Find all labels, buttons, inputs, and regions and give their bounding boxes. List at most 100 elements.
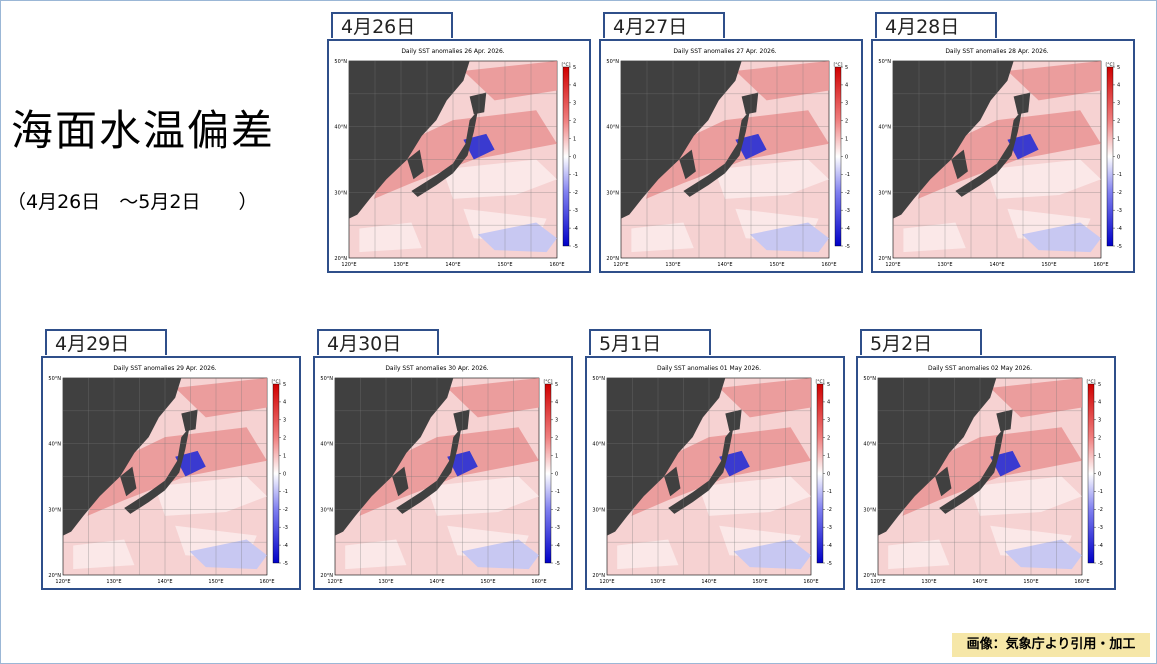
colorbar-tick-label: 5 [1098, 382, 1101, 388]
lat-label: 40°N [878, 125, 891, 131]
colorbar-tick-label: -3 [1117, 208, 1122, 214]
colorbar-tick-label: 0 [573, 154, 576, 160]
hot-patch [719, 378, 811, 418]
land [1013, 92, 1031, 115]
lon-label: 140°E [989, 262, 1004, 268]
map-title: Daily SST anomalies 02 May 2026. [928, 365, 1032, 372]
lon-label: 130°E [921, 579, 936, 585]
colorbar-tick-label: -3 [845, 208, 850, 214]
lon-label: 160°E [259, 579, 274, 585]
cold-patch [189, 539, 267, 570]
colorbar [1106, 66, 1114, 247]
land [607, 378, 726, 536]
colorbar-tick-label: 2 [1098, 436, 1101, 442]
colorbar-tick-label: 0 [827, 471, 830, 477]
map-title: Daily SST anomalies 01 May 2026. [657, 365, 761, 372]
credit: 画像：気象庁より引用・加工 [952, 633, 1150, 657]
map-panel: Daily SST anomalies 02 May 2026. 50°N 40°N… [856, 356, 1116, 590]
colorbar-tick-label: 1 [845, 136, 848, 142]
lat-label: 50°N [320, 376, 333, 382]
land [939, 427, 1005, 514]
colorbar-tick-label: -2 [827, 507, 832, 513]
land [453, 409, 470, 432]
land [392, 466, 409, 497]
lon-label: 120°E [870, 579, 885, 585]
map-title: Daily SST anomalies 27 Apr. 2026. [673, 48, 776, 55]
map-title: Daily SST anomalies 28 Apr. 2026. [945, 48, 1048, 55]
lat-label: 50°N [592, 376, 605, 382]
hot-patch [990, 378, 1082, 418]
map-panel: Daily SST anomalies 01 May 2026. 50°N 40°N… [585, 356, 845, 590]
hot-patch [463, 61, 557, 101]
colorbar-tick-label: -5 [573, 244, 578, 250]
lon-label: 150°E [497, 262, 512, 268]
colorbar-tick-label: -3 [573, 208, 578, 214]
lat-label: 40°N [606, 125, 619, 131]
colorbar [272, 383, 280, 564]
land [124, 427, 190, 514]
colorbar-tick-label: 3 [573, 101, 576, 107]
lat-label: 50°N [878, 59, 891, 65]
colorbar-tick-label: 2 [283, 436, 286, 442]
colorbar-tick-label: 4 [573, 83, 576, 89]
lat-label: 40°N [334, 125, 347, 131]
land [725, 409, 742, 432]
lon-label: 140°E [717, 262, 732, 268]
lat-label: 20°N [606, 256, 619, 262]
cold-patch [477, 222, 557, 253]
lon-label: 140°E [445, 262, 460, 268]
colorbar-tick-label: -1 [283, 489, 288, 495]
lat-label: 30°N [592, 507, 605, 513]
land [396, 427, 462, 514]
colorbar-tick-label: 0 [1098, 471, 1101, 477]
colorbar-tick-label: 3 [555, 418, 558, 424]
lat-label: 20°N [592, 573, 605, 579]
land [935, 466, 952, 497]
lon-label: 160°E [1074, 579, 1089, 585]
colorbar-tick-label: 2 [573, 119, 576, 125]
colorbar-tick-label: 4 [845, 83, 848, 89]
lon-label: 120°E [885, 262, 900, 268]
colorbar [816, 383, 824, 564]
lon-label: 130°E [106, 579, 121, 585]
map-figure: Daily SST anomalies 30 Apr. 2026. 50°N 40°… [320, 365, 560, 585]
colorbar-tick-label: -5 [555, 561, 560, 567]
land [951, 149, 968, 180]
lat-label: 40°N [48, 442, 61, 448]
colorbar-tick-label: 0 [555, 471, 558, 477]
land [407, 149, 424, 180]
lon-label: 120°E [327, 579, 342, 585]
lat-label: 40°N [863, 442, 876, 448]
map-panel: Daily SST anomalies 29 Apr. 2026. 50°N 40°… [41, 356, 301, 590]
land [63, 378, 182, 536]
lon-label: 140°E [429, 579, 444, 585]
colorbar-unit: [°C] [1106, 62, 1115, 68]
colorbar-tick-label: -2 [1098, 507, 1103, 513]
land [469, 92, 487, 115]
colorbar-tick-label: -4 [845, 226, 850, 232]
colorbar-tick-label: 4 [283, 400, 286, 406]
land [335, 378, 454, 536]
date-tab: 5月2日 [860, 329, 982, 355]
main-title: 海面水温偏差 [11, 106, 276, 155]
lat-label: 30°N [48, 507, 61, 513]
colorbar-tick-label: 4 [1098, 400, 1101, 406]
lat-label: 40°N [592, 442, 605, 448]
warm-patch [714, 159, 829, 199]
land [181, 409, 198, 432]
colorbar-tick-label: 1 [555, 453, 558, 459]
colorbar-tick-label: 3 [1117, 101, 1120, 107]
land [996, 409, 1013, 432]
lon-label: 140°E [972, 579, 987, 585]
colorbar-tick-label: 5 [283, 382, 286, 388]
colorbar-tick-label: 4 [827, 400, 830, 406]
land [683, 110, 750, 197]
lon-label: 150°E [208, 579, 223, 585]
colorbar-tick-label: -5 [283, 561, 288, 567]
land [668, 427, 734, 514]
date-tab: 5月1日 [589, 329, 711, 355]
map-figure: Daily SST anomalies 29 Apr. 2026. 50°N 40°… [48, 365, 288, 585]
lon-label: 130°E [378, 579, 393, 585]
lat-label: 50°N [863, 376, 876, 382]
colorbar-tick-label: 4 [555, 400, 558, 406]
